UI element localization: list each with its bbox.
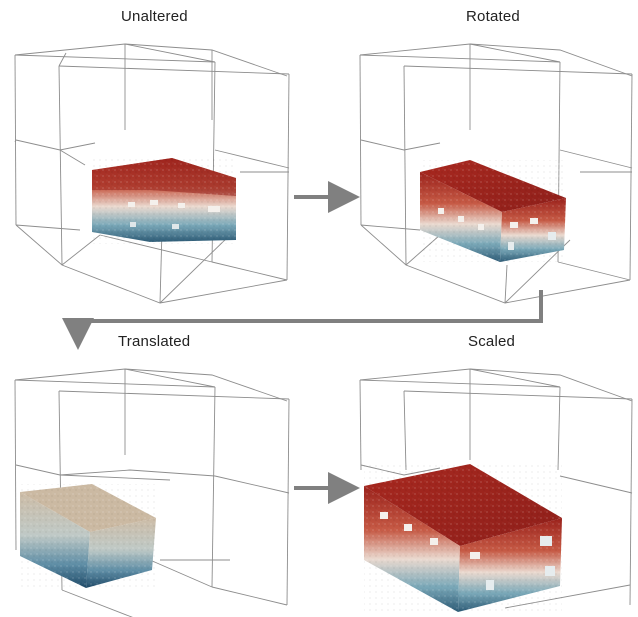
panel-scaled bbox=[359, 368, 633, 612]
panel-translated bbox=[14, 368, 290, 617]
point-cloud-translated bbox=[20, 484, 156, 588]
panel-title-rotated: Rotated bbox=[466, 8, 520, 25]
panel-title-unaltered: Unaltered bbox=[121, 8, 188, 25]
panel-unaltered bbox=[14, 43, 290, 304]
point-cloud-rotated bbox=[420, 160, 566, 262]
panel-rotated bbox=[359, 43, 633, 304]
bounding-grid-rotated bbox=[359, 43, 633, 304]
panel-title-scaled: Scaled bbox=[468, 333, 516, 350]
arrows bbox=[62, 181, 543, 504]
panel-title-translated: Translated bbox=[118, 333, 191, 350]
arrow-rotated-to-translated bbox=[62, 290, 543, 350]
point-cloud-scaled bbox=[364, 464, 562, 612]
point-cloud-unaltered bbox=[92, 158, 236, 244]
bounding-grid-translated bbox=[14, 368, 290, 617]
